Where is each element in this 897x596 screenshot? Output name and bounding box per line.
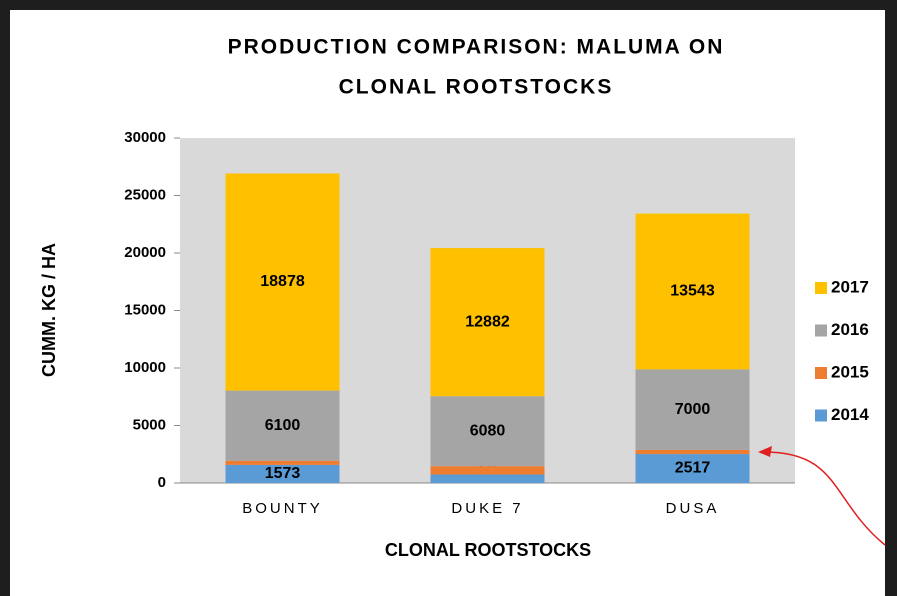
bar-segment: [635, 449, 750, 455]
data-label: 6080: [470, 422, 506, 439]
y-tick-label: 10000: [124, 359, 166, 376]
data-label: 6100: [265, 417, 301, 434]
annotation-arrowhead: [758, 446, 772, 457]
legend-swatch: [815, 409, 827, 422]
x-tick-label: BOUNTY: [242, 500, 323, 517]
bar-segment: [430, 466, 545, 475]
legend-label: 2015: [831, 362, 869, 381]
bar-segment: [635, 213, 750, 370]
y-tick-label: 30000: [124, 129, 166, 146]
y-axis-label: CUMM. KG / HA: [39, 243, 59, 377]
legend-label: 2016: [831, 320, 869, 339]
bar-segment: [225, 390, 340, 461]
x-axis-label: CLONAL ROOTSTOCKS: [385, 540, 591, 560]
bar-segment: [635, 454, 750, 483]
x-tick-label: DUSA: [666, 500, 720, 517]
y-tick-label: 5000: [133, 416, 166, 433]
bar-segment: [430, 396, 545, 467]
chart-title: PRODUCTION COMPARISON: MALUMA ON: [228, 36, 725, 59]
legend-swatch: [815, 324, 827, 337]
x-tick-label: DUKE 7: [451, 500, 523, 517]
bar-segment: [225, 173, 340, 391]
bar-segment: [430, 248, 545, 397]
y-tick-label: 15000: [124, 301, 166, 318]
legend-swatch: [815, 367, 827, 379]
bar-segment: [430, 474, 545, 483]
y-tick-label: 20000: [124, 244, 166, 261]
data-label: 1573: [265, 465, 301, 482]
data-label: 12882: [465, 313, 510, 330]
bar-segment: [635, 369, 750, 450]
legend-label: 2014: [831, 405, 869, 424]
data-label: 18878: [260, 273, 305, 290]
y-tick-label: 25000: [124, 186, 166, 203]
data-label: 7000: [675, 401, 711, 418]
legend-label: 2017: [831, 277, 869, 296]
data-label: 2517: [675, 460, 711, 477]
y-tick-label: 0: [158, 474, 166, 491]
bar-segment: [225, 460, 340, 465]
annotation-arrow: [759, 451, 886, 546]
bar-segment: [225, 464, 340, 483]
data-label: 13543: [670, 283, 715, 300]
chart-title: CLONAL ROOTSTOCKS: [339, 76, 614, 99]
legend-swatch: [815, 282, 827, 294]
